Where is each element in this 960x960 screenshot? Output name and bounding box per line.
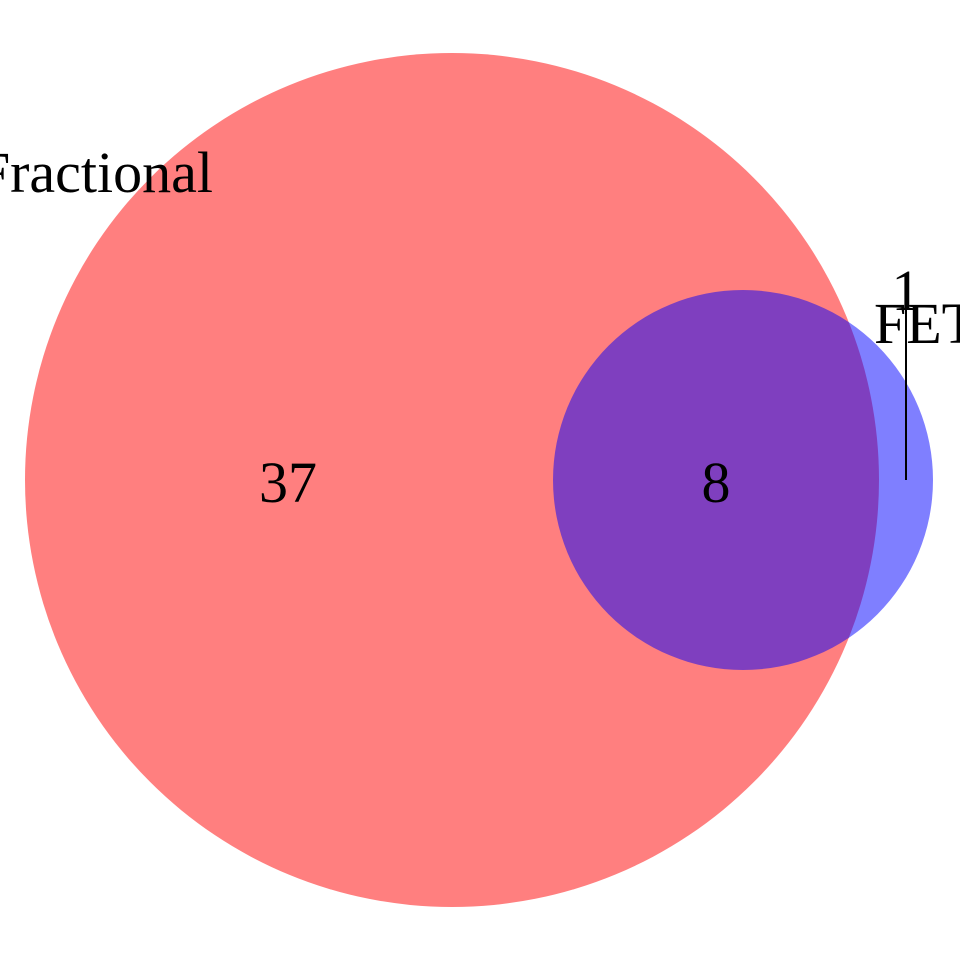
fractional-set-label: Fractional	[0, 140, 213, 205]
fet-set-circle	[553, 290, 933, 670]
only-fractional-count: 37	[259, 450, 317, 515]
fractional-set-circle	[25, 53, 879, 907]
intersection-count: 8	[702, 450, 731, 515]
fet-set-label: FET	[874, 291, 960, 356]
